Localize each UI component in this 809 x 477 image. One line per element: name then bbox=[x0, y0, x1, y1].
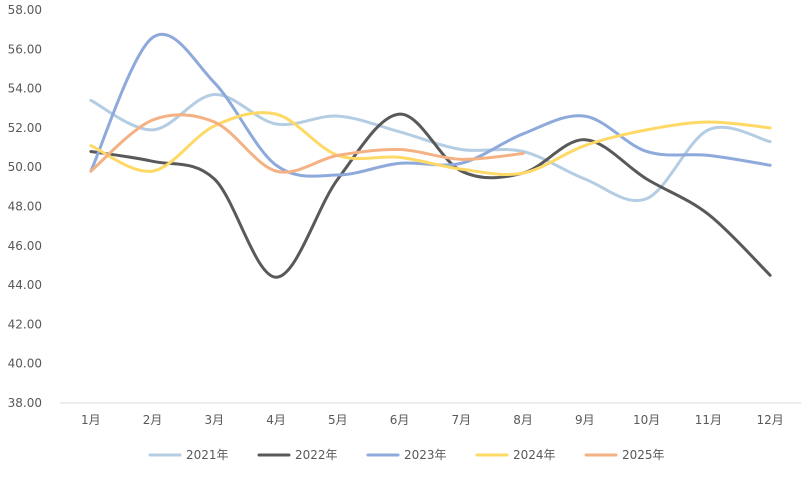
y-tick-label: 46.00 bbox=[8, 239, 42, 253]
series-line-2024年 bbox=[89, 111, 772, 177]
legend: 2021年 2022年 2023年 2024年 2025年 bbox=[148, 448, 665, 462]
y-tick-label: 50.00 bbox=[8, 160, 42, 174]
series-line-2021年 bbox=[89, 92, 772, 202]
y-tick-label: 42.00 bbox=[8, 317, 42, 331]
x-tick-label: 8月 bbox=[513, 413, 533, 427]
x-tick-label: 2月 bbox=[143, 413, 163, 427]
y-tick-label: 58.00 bbox=[8, 3, 42, 17]
x-tick-label: 12月 bbox=[756, 413, 783, 427]
y-tick-label: 56.00 bbox=[8, 42, 42, 56]
legend-item: 2022年 bbox=[257, 448, 338, 462]
legend-item: 2023年 bbox=[366, 448, 447, 462]
x-tick-label: 10月 bbox=[633, 413, 660, 427]
legend-label: 2022年 bbox=[295, 448, 338, 462]
y-axis-tick-labels: 38.00 40.00 42.00 44.00 46.00 48.00 50.00 52.00… bbox=[8, 3, 42, 410]
legend-label: 2021年 bbox=[186, 448, 229, 462]
y-tick-label: 44.00 bbox=[8, 278, 42, 292]
legend-label: 2024年 bbox=[513, 448, 556, 462]
x-tick-label: 4月 bbox=[266, 413, 286, 427]
y-tick-label: 52.00 bbox=[8, 121, 42, 135]
x-tick-label: 11月 bbox=[695, 413, 722, 427]
x-tick-label: 6月 bbox=[390, 413, 410, 427]
x-tick-label: 5月 bbox=[328, 413, 348, 427]
series-line-2022年 bbox=[89, 112, 772, 279]
series-lines bbox=[89, 33, 772, 279]
legend-item: 2021年 bbox=[148, 448, 229, 462]
y-tick-label: 38.00 bbox=[8, 396, 42, 410]
series-line-2023年 bbox=[89, 33, 772, 178]
legend-item: 2024年 bbox=[475, 448, 556, 462]
y-tick-label: 48.00 bbox=[8, 200, 42, 214]
x-tick-label: 9月 bbox=[575, 413, 595, 427]
x-axis-tick-labels: 1月 2月 3月 4月 5月 6月 7月 8月 9月 10月 11月 12月 bbox=[81, 413, 784, 427]
legend-label: 2025年 bbox=[622, 448, 665, 462]
y-tick-label: 40.00 bbox=[8, 357, 42, 371]
y-tick-label: 54.00 bbox=[8, 82, 42, 96]
series-line-2025年 bbox=[89, 113, 525, 174]
legend-label: 2023年 bbox=[404, 448, 447, 462]
x-tick-label: 1月 bbox=[81, 413, 101, 427]
x-tick-label: 7月 bbox=[452, 413, 472, 427]
x-tick-label: 3月 bbox=[205, 413, 225, 427]
legend-item: 2025年 bbox=[584, 448, 665, 462]
